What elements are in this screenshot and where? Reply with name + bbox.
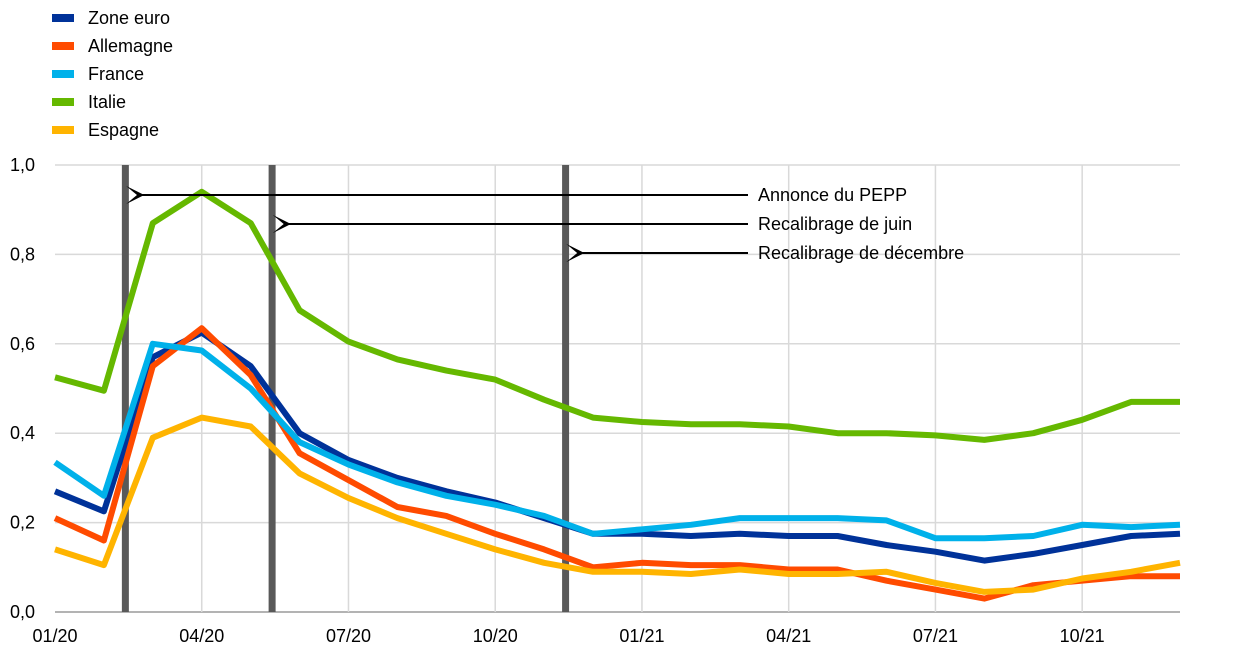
legend-swatch — [52, 70, 74, 78]
legend-swatch — [52, 126, 74, 134]
x-tick-label: 10/20 — [473, 626, 518, 646]
x-tick-label: 07/20 — [326, 626, 371, 646]
series-line-france — [53, 340, 1181, 542]
legend-label: France — [88, 63, 145, 84]
legend: Zone euro Allemagne France Italie Espagn… — [52, 4, 173, 144]
legend-item-allemagne: Allemagne — [52, 32, 173, 60]
legend-swatch — [52, 42, 74, 50]
x-tick-label: 01/21 — [619, 626, 664, 646]
x-tick-label: 01/20 — [32, 626, 77, 646]
y-tick-label: 0,0 — [10, 602, 35, 622]
legend-swatch — [52, 98, 74, 106]
legend-label: Italie — [88, 91, 127, 112]
y-tick-label: 0,2 — [10, 513, 35, 533]
legend-label: Allemagne — [88, 35, 174, 56]
x-tick-label: 07/21 — [913, 626, 958, 646]
legend-label: Espagne — [88, 119, 160, 140]
legend-label: Zone euro — [88, 7, 171, 28]
x-tick-label: 10/21 — [1060, 626, 1105, 646]
legend-swatch — [52, 14, 74, 22]
legend-item-italie: Italie — [52, 88, 173, 116]
y-tick-label: 0,8 — [10, 244, 35, 264]
legend-item-france: France — [52, 60, 173, 88]
legend-item-zone-euro: Zone euro — [52, 4, 173, 32]
x-tick-label: 04/21 — [766, 626, 811, 646]
legend-item-espagne: Espagne — [52, 116, 173, 144]
y-tick-label: 0,4 — [10, 423, 35, 443]
annotation-label: Recalibrage de juin — [758, 214, 912, 234]
y-tick-label: 1,0 — [10, 155, 35, 175]
series-line-allemagne — [53, 325, 1180, 602]
annotation-label: Annonce du PEPP — [758, 185, 907, 205]
series-line-italie — [54, 188, 1180, 443]
series-line-espagne — [54, 414, 1181, 595]
annotation-label: Recalibrage de décembre — [758, 243, 964, 263]
x-tick-label: 04/20 — [179, 626, 224, 646]
y-tick-label: 0,6 — [10, 334, 35, 354]
